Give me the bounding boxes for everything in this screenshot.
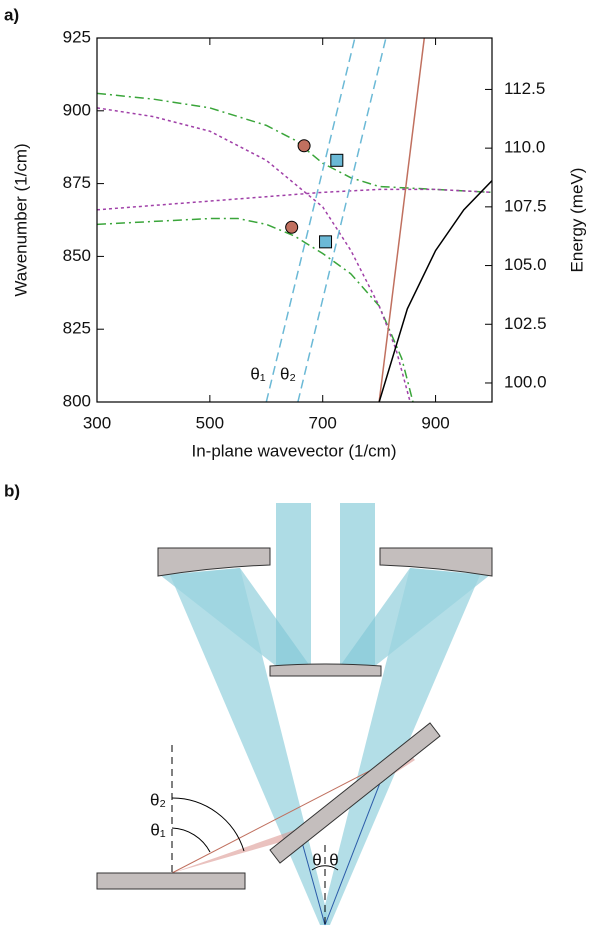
marker [330,153,344,167]
series-line [378,180,492,402]
angle-arc [311,865,339,871]
y-tick-label: 925 [63,27,91,46]
panel-label: b) [4,481,20,500]
x-tick-label: 500 [196,413,224,432]
ray [324,769,386,926]
series-line [265,38,356,402]
annotation: θ₂ [280,364,296,383]
x-tick-label: 900 [421,413,449,432]
sample [269,722,441,864]
mirror [157,547,271,577]
ray [299,834,326,926]
panel-label: a) [4,5,19,24]
mirror [269,663,382,677]
series-line [97,107,411,402]
y2-tick-label: 110.0 [504,138,545,157]
y-tick-label: 800 [63,391,91,410]
optics-diagram: θ₂ θ₁ θ θ [96,503,493,926]
angle-label: θ [329,850,338,869]
series-line [97,92,492,194]
mirror [379,547,493,577]
axes-frame [96,37,493,403]
series-line [297,38,387,402]
y-tick-label: 825 [63,319,91,338]
angle-label: θ [312,850,321,869]
angle-label: θ₁ [150,820,165,839]
angle-arc [171,797,245,852]
y-tick-label: 850 [63,246,91,265]
angle-arc [171,827,211,853]
y2-tick-label: 100.0 [504,372,547,391]
x-tick-label: 700 [309,413,337,432]
y2-tick-label: 102.5 [504,314,547,333]
x-axis-label: In-plane wavevector (1/cm) [191,441,396,460]
sample [96,872,246,890]
series-group [97,38,492,402]
annotation: θ₁ [250,364,265,383]
y2-tick-label: 105.0 [504,255,547,274]
x-tick-label: 300 [83,413,111,432]
series-line [97,188,492,211]
series-line [378,38,426,402]
marker [319,235,333,249]
plot-area: θ₁ θ₂ [97,38,492,402]
y-tick-label: 900 [63,100,91,119]
marker [285,220,299,234]
angle-label: θ₂ [150,790,166,809]
y2-tick-label: 112.5 [504,79,545,98]
y2-axis-label: Energy (meV) [567,168,586,273]
y-tick-label: 875 [63,173,91,192]
marker [297,139,311,153]
y-axis-label: Wavenumber (1/cm) [11,143,30,296]
y2-tick-label: 107.5 [504,196,547,215]
